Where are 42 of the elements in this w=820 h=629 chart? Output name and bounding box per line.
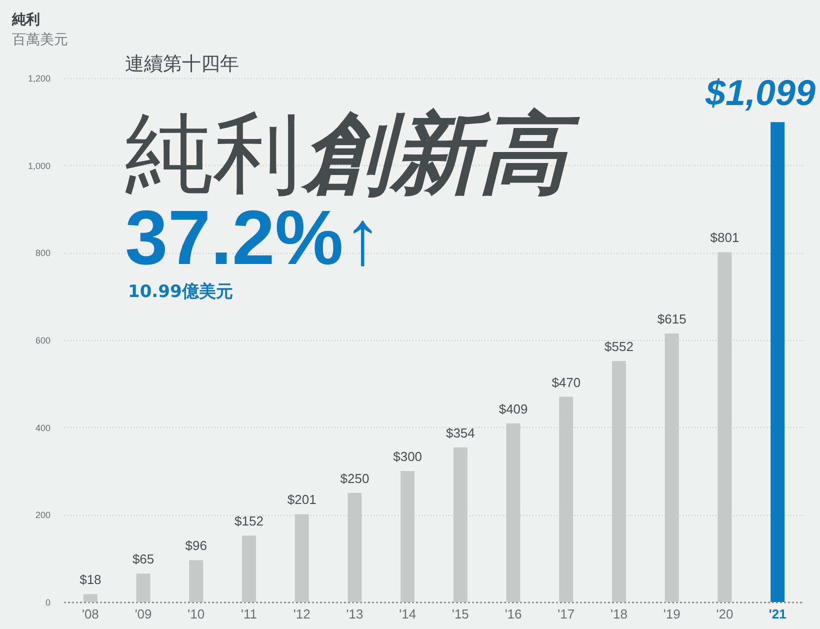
x-tick-label: '11 [241, 606, 257, 622]
y-tick-label: 200 [35, 510, 50, 520]
annotation: 10.99億美元 [128, 282, 233, 302]
x-tick-label: '21 [768, 606, 786, 622]
y-tick-label: 600 [35, 336, 50, 346]
y-tick-label: 1,000 [28, 160, 50, 171]
x-tick-label: '14 [399, 606, 416, 622]
x-tick-label: '20 [716, 606, 734, 622]
data-label: $1,099 [704, 72, 816, 114]
x-tick-label: '19 [663, 606, 680, 622]
bar [770, 122, 785, 602]
data-label: $250 [340, 470, 370, 486]
y-tick-label: 1,200 [28, 74, 50, 84]
y-tick-label: 400 [35, 422, 50, 433]
text: 連續第十四年 [125, 53, 239, 75]
data-label: $552 [604, 338, 634, 354]
x-tick-label: '16 [504, 606, 522, 622]
x-tick-label: '08 [82, 606, 99, 622]
data-label: $409 [498, 401, 528, 416]
data-label: $152 [234, 514, 264, 529]
y-tick-label: 0 [45, 598, 50, 608]
data-label: $470 [552, 374, 581, 390]
chart-subtitle: 百萬美元 [12, 32, 68, 48]
data-label: $354 [446, 425, 475, 440]
data-label: $96 [185, 538, 207, 554]
x-tick-label: '15 [452, 606, 469, 622]
x-tick-label: '13 [346, 606, 364, 622]
y-tick-label: 800 [35, 248, 50, 258]
x-tick-label: '18 [610, 606, 628, 622]
x-tick-label: '09 [134, 606, 152, 622]
annotation: 純利 [125, 102, 301, 205]
data-label: $300 [393, 449, 422, 464]
data-label: $18 [80, 572, 102, 588]
data-label: $801 [710, 230, 740, 246]
x-tick-label: '17 [558, 606, 575, 622]
annotation: 創新高 [300, 102, 581, 205]
x-tick-label: '10 [188, 606, 205, 622]
chart-title: 純利 [11, 12, 40, 28]
data-label: $615 [657, 311, 686, 326]
x-tick-label: '12 [293, 606, 310, 622]
data-label: $65 [132, 552, 154, 567]
data-label: $201 [287, 492, 316, 508]
